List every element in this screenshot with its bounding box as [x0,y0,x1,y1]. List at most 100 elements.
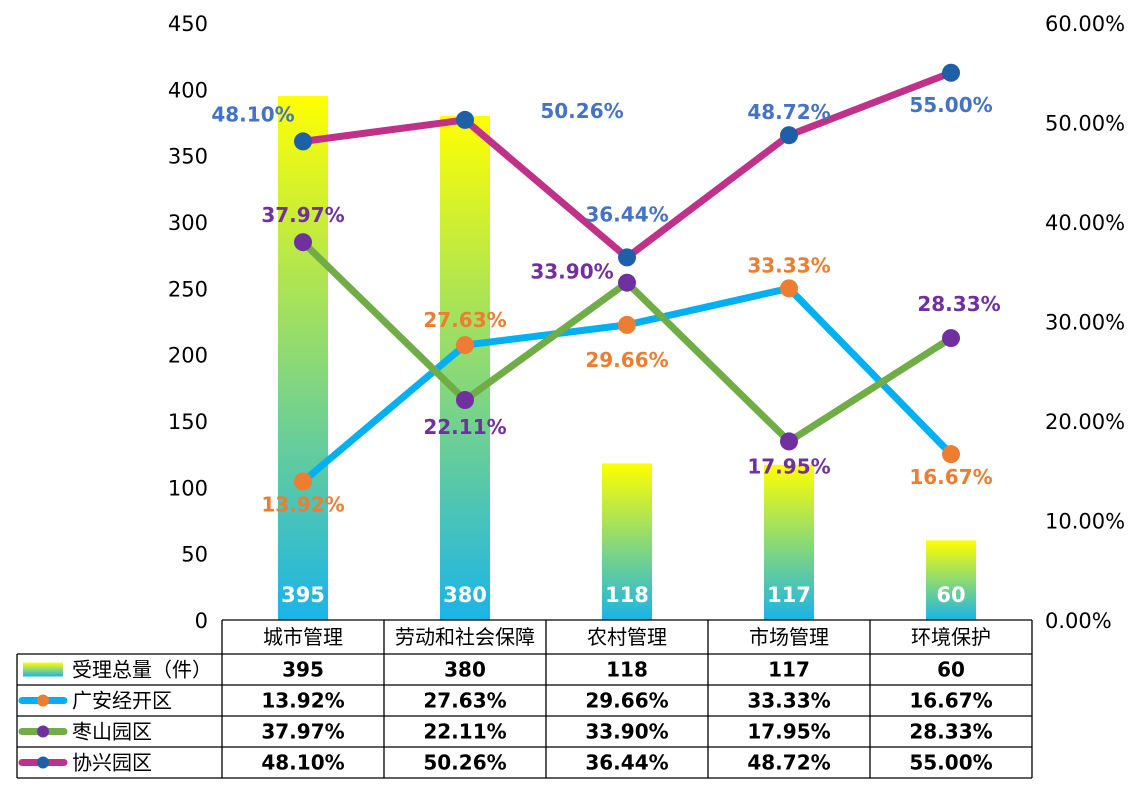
legend-entry-label: 受理总量（件） [72,658,212,682]
y-right-tick-label: 50.00% [1045,112,1125,136]
point-value-label: 33.33% [747,253,830,277]
y-left-tick-label: 250 [168,277,208,301]
series-marker [618,273,636,292]
point-value-label: 22.11% [423,415,506,439]
point-value-label: 36.44% [585,202,668,226]
bar-series: 395 380 118 117 60 [278,95,976,620]
bar [926,540,976,620]
line-series: 13.92% 27.63% 29.66% 33.33% 16.67% 37.97% 22.1… [211,63,1001,516]
point-value-label: 17.95% [747,454,830,478]
table-cell: 36.44% [585,751,668,775]
bar-value-label: 380 [443,583,487,607]
series-marker [942,445,960,464]
point-value-label: 13.92% [261,492,344,516]
series-line [299,69,955,261]
point-value-label: 28.33% [917,292,1000,316]
legend-key-marker [37,694,49,707]
table-cell: 27.63% [423,689,506,713]
bar [764,464,814,620]
series-marker [294,233,312,252]
series-marker [942,329,960,348]
y-right-tick-label: 0.00% [1045,609,1112,633]
legend-key-marker [37,725,49,738]
series-marker [294,132,312,151]
y-right-tick-label: 20.00% [1045,410,1125,434]
point-value-label: 29.66% [585,348,668,372]
table-cell: 118 [606,658,648,682]
point-value-label: 27.63% [423,308,506,332]
table-cell: 395 [282,658,324,682]
bar-value-label: 60 [936,583,965,607]
category-label: 农村管理 [587,625,667,649]
point-value-label: 16.67% [909,465,992,489]
bar-value-label: 118 [605,583,649,607]
table-cell: 17.95% [747,720,830,744]
table-cell: 380 [444,658,486,682]
bar [602,463,652,620]
table-cell: 117 [768,658,810,682]
category-label: 市场管理 [749,625,829,649]
point-value-label: 48.72% [747,100,830,124]
point-value-label: 33.90% [530,260,613,284]
line-series-2: 48.10% 50.26% 36.44% 48.72% 55.00% [211,63,993,267]
y-left-tick-label: 50 [181,543,208,567]
bar [278,95,328,620]
table-cell: 33.33% [747,689,830,713]
legend-entry-label: 枣山园区 [72,720,152,744]
line-series-0: 13.92% 27.63% 29.66% 33.33% 16.67% [261,253,992,516]
point-value-label: 55.00% [909,93,992,117]
legend-entry-label: 协兴园区 [72,751,152,775]
series-line [299,238,955,445]
y-left-tick-label: 150 [168,410,208,434]
table-cell: 16.67% [909,689,992,713]
table-cell: 22.11% [423,720,506,744]
series-marker [456,110,474,129]
y-right-tick-label: 10.00% [1045,510,1125,534]
series-marker [618,315,636,334]
table-cell: 33.90% [585,720,668,744]
bar-value-label: 395 [281,583,325,607]
series-marker [456,391,474,410]
table-cell: 55.00% [909,751,992,775]
series-marker [780,126,798,145]
category-label: 劳动和社会保障 [395,625,535,649]
table-cell: 48.72% [747,751,830,775]
series-marker [942,63,960,82]
table-cell: 37.97% [261,720,344,744]
y-left-tick-label: 400 [168,78,208,102]
series-marker [456,336,474,355]
y-left-tick-label: 450 [168,12,208,36]
y-axis-left: 0 50 100 150 200 250 300 350 400 450 [168,12,208,633]
series-marker [780,279,798,298]
table-cell: 29.66% [585,689,668,713]
y-left-tick-label: 100 [168,476,208,500]
point-value-label: 50.26% [540,99,623,123]
table-cell: 60 [937,658,965,682]
table-cell: 28.33% [909,720,992,744]
y-axis-right: 0.00% 10.00% 20.00% 30.00% 40.00% 50.00% 60.00… [1045,12,1125,633]
point-value-label: 37.97% [261,203,344,227]
category-label: 城市管理 [263,625,343,649]
y-right-tick-label: 40.00% [1045,211,1125,235]
table-cell: 13.92% [261,689,344,713]
series-marker [618,248,636,267]
legend-entry-label: 广安经开区 [72,689,172,713]
series-marker [780,432,798,451]
point-value-label: 48.10% [211,102,294,126]
line-series-1: 37.97% 22.11% 33.90% 17.95% 28.33% [261,203,1000,478]
series-marker [294,472,312,491]
category-label: 环境保护 [911,625,991,649]
y-right-tick-label: 60.00% [1045,12,1125,36]
y-left-tick-label: 0 [195,609,208,633]
y-left-tick-label: 300 [168,211,208,235]
table-cell: 50.26% [423,751,506,775]
legend-key-marker [37,756,49,769]
bar-value-label: 117 [767,583,811,607]
legend-key-bar [23,662,63,677]
y-left-tick-label: 200 [168,344,208,368]
bar [440,115,490,620]
y-right-tick-label: 30.00% [1045,311,1125,335]
table-cell: 48.10% [261,751,344,775]
y-left-tick-label: 350 [168,145,208,169]
